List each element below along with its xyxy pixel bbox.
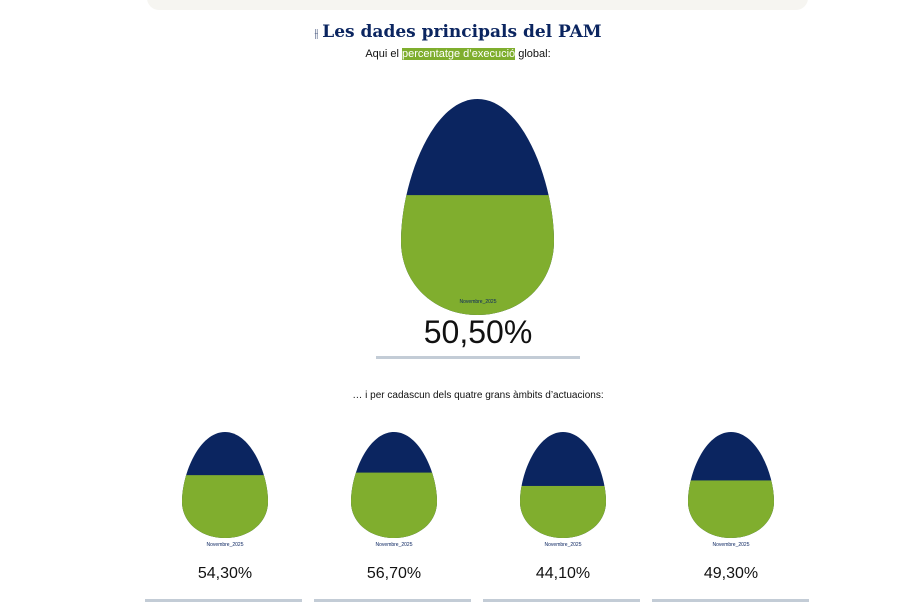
intro-before: Aqui el <box>365 48 403 60</box>
area-percentage: 44,10% <box>535 565 591 582</box>
areas-intro: … i per cadascun dels quatre grans àmbit… <box>352 390 604 401</box>
area-egg-gauge <box>182 432 268 538</box>
intro-after: global: <box>515 48 551 60</box>
section-title: ⫲ Les dades principals del PAM <box>0 22 916 42</box>
global-egg-gauge <box>401 99 554 315</box>
area-percentage: 49,30% <box>703 565 759 582</box>
area-divider <box>314 599 471 602</box>
global-period-label: Novembre_2025 <box>459 299 497 305</box>
area-egg-gauge <box>351 432 437 538</box>
area-period-label: Novembre_2025 <box>712 542 750 548</box>
area-period-label: Novembre_2025 <box>544 542 582 548</box>
title-text: Les dades principals del PAM <box>322 22 602 42</box>
area-divider <box>483 599 640 602</box>
intro-text: Aqui el percentatge d’execució global: <box>0 48 916 60</box>
area-egg-gauge <box>688 432 774 538</box>
egg-fill <box>182 475 268 538</box>
area-percentage: 54,30% <box>197 565 253 582</box>
area-divider <box>652 599 809 602</box>
egg-fill <box>401 195 554 315</box>
area-egg-gauge <box>520 432 606 538</box>
area-percentage: 56,70% <box>366 565 422 582</box>
global-divider <box>376 356 580 359</box>
sliders-icon: ⫲ <box>314 26 319 40</box>
area-period-label: Novembre_2025 <box>375 542 413 548</box>
egg-fill <box>688 480 774 538</box>
top-banner <box>147 0 808 10</box>
egg-fill <box>520 485 606 538</box>
area-period-label: Novembre_2025 <box>206 542 244 548</box>
egg-fill <box>351 472 437 538</box>
global-percentage: 50,50% <box>423 314 533 350</box>
area-divider <box>145 599 302 602</box>
intro-highlight: percentatge d’execució <box>402 48 516 60</box>
